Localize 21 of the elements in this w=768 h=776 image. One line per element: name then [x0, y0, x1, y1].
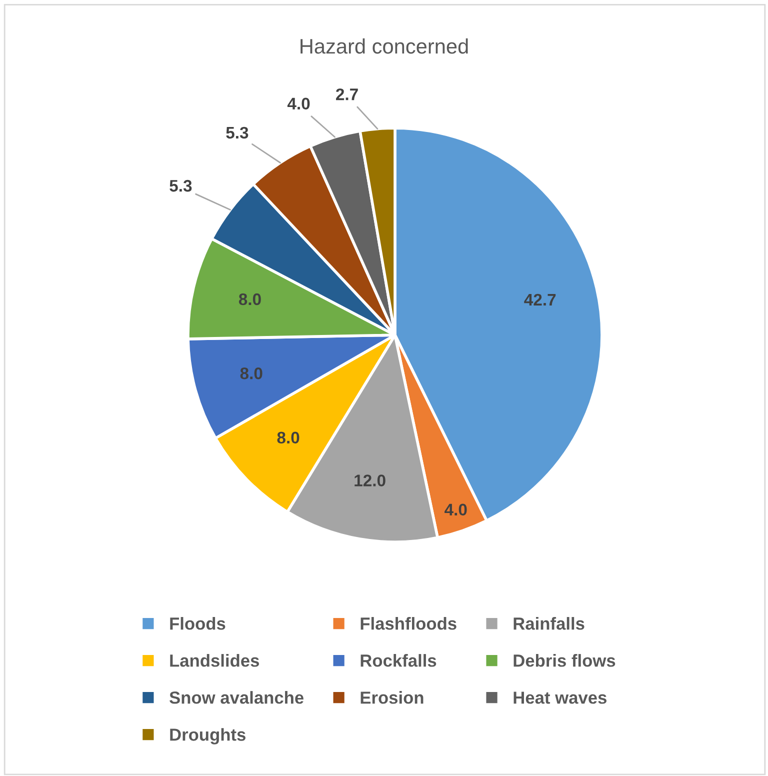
- legend-label: Floods: [170, 617, 226, 630]
- data-label: 42.7: [524, 294, 556, 306]
- legend-label: Debris flows: [514, 654, 616, 667]
- legend-label: Rainfalls: [514, 617, 584, 630]
- legend-label: Landslides: [170, 654, 259, 667]
- data-label: 4.0: [444, 504, 467, 516]
- chart-title: Hazard concerned: [300, 38, 468, 54]
- data-label: 5.3: [170, 180, 192, 192]
- legend-label: Snow avalanche: [170, 691, 304, 704]
- legend-label: Rockfalls: [360, 654, 436, 667]
- legend-label: Erosion: [360, 691, 424, 704]
- data-label: 8.0: [238, 293, 261, 306]
- legend-label: Droughts: [170, 728, 246, 744]
- data-label: 8.0: [240, 367, 262, 380]
- data-label: 2.7: [336, 88, 358, 100]
- legend-label: Flashfloods: [360, 617, 456, 630]
- legend-label: Heat waves: [514, 692, 606, 704]
- data-label: 4.0: [287, 98, 310, 110]
- data-label: 12.0: [354, 474, 386, 486]
- data-label: 5.3: [226, 126, 248, 139]
- data-label: 8.0: [277, 432, 300, 444]
